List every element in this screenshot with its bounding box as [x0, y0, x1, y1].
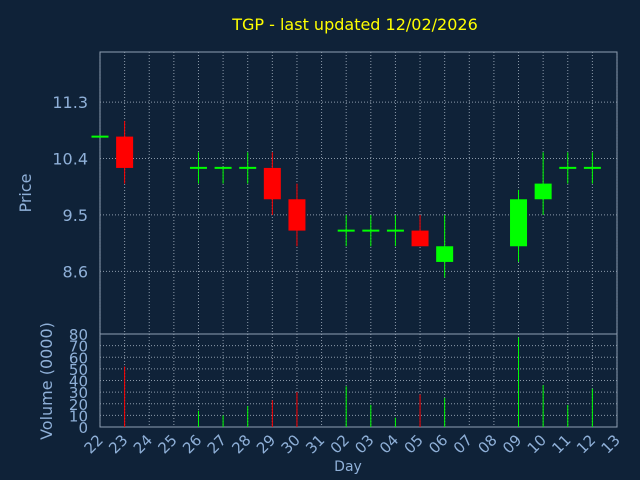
- volume-tick-label: 50: [69, 361, 88, 379]
- x-tick-label: 25: [154, 431, 180, 457]
- volume-tick-label: 0: [78, 419, 88, 437]
- x-tick-label: 26: [179, 431, 205, 457]
- price-tick-label: 11.3: [52, 93, 88, 112]
- x-axis-label: Day: [334, 459, 362, 475]
- x-tick-label: 29: [253, 431, 279, 457]
- candle-body: [116, 136, 134, 168]
- candle-body: [436, 246, 454, 262]
- x-tick-label: 07: [450, 431, 476, 457]
- x-tick-label: 02: [327, 431, 353, 457]
- x-tick-label: 27: [204, 431, 230, 457]
- volume-tick-label: 20: [69, 396, 88, 414]
- candles: [91, 120, 601, 278]
- price-tick-label: 8.6: [63, 262, 88, 281]
- y-axis-label-price: Price: [16, 173, 35, 212]
- y-axis-label-volume: Volume (0000): [37, 322, 56, 440]
- candle-body: [411, 230, 429, 247]
- x-tick-label: 09: [499, 431, 525, 457]
- x-tick-label: 04: [376, 431, 402, 457]
- x-tick-label: 08: [475, 431, 501, 457]
- x-tick-label: 03: [351, 431, 377, 457]
- x-tick-labels: 2223242526272829303102030405060708091011…: [81, 431, 624, 457]
- x-tick-label: 06: [425, 431, 451, 457]
- x-tick-label: 31: [302, 431, 328, 457]
- x-tick-label: 11: [548, 431, 574, 457]
- volume-bars: [124, 337, 593, 427]
- x-tick-label: 28: [228, 431, 254, 457]
- candle-body: [263, 167, 281, 200]
- candle-body: [288, 199, 306, 231]
- x-tick-label: 30: [278, 431, 304, 457]
- x-tick-label: 10: [524, 431, 550, 457]
- x-tick-label: 05: [401, 431, 427, 457]
- candle-body: [510, 199, 528, 247]
- price-tick-label: 9.5: [63, 206, 88, 225]
- volume-tick-label: 60: [69, 349, 88, 367]
- volume-tick-label: 40: [69, 373, 88, 391]
- volume-tick-label: 10: [69, 407, 88, 425]
- volume-tick-label: 70: [69, 338, 88, 356]
- candle-body: [534, 183, 552, 200]
- volume-tick-label: 30: [69, 384, 88, 402]
- x-tick-label: 23: [105, 431, 131, 457]
- grid-lines: [99, 52, 618, 427]
- chart-title: TGP - last updated 12/02/2026: [231, 15, 478, 34]
- x-tick-label: 12: [573, 431, 599, 457]
- volume-tick-label: 80: [69, 326, 88, 344]
- price-tick-labels: 8.6 9.5 10.4 11.3: [52, 93, 88, 281]
- price-tick-label: 10.4: [52, 150, 88, 169]
- x-tick-label: 13: [598, 431, 624, 457]
- x-tick-label: 24: [130, 431, 156, 457]
